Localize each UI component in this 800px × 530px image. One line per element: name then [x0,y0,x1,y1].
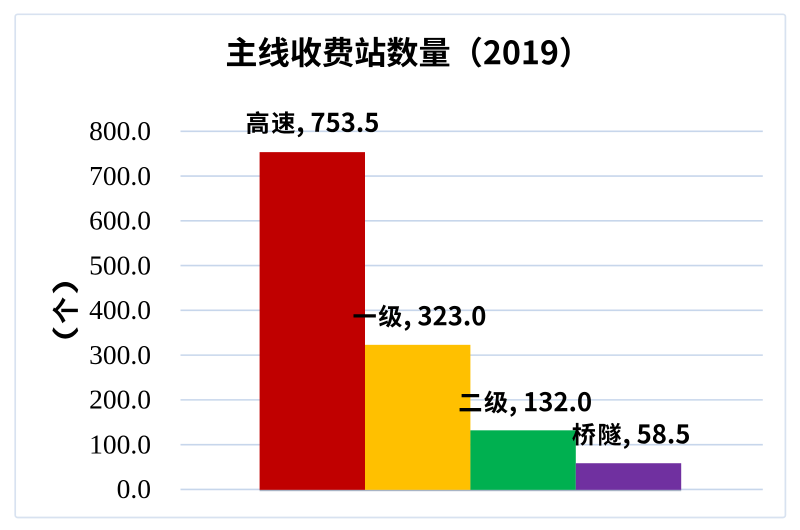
svg-text:0.0: 0.0 [117,473,151,504]
svg-text:800.0: 800.0 [89,115,151,146]
svg-text:100.0: 100.0 [89,428,151,459]
svg-text:700.0: 700.0 [89,160,151,191]
svg-text:600.0: 600.0 [89,205,151,236]
svg-text:500.0: 500.0 [89,249,151,280]
svg-text:200.0: 200.0 [89,384,151,415]
svg-text:400.0: 400.0 [89,294,151,325]
svg-text:300.0: 300.0 [89,339,151,370]
